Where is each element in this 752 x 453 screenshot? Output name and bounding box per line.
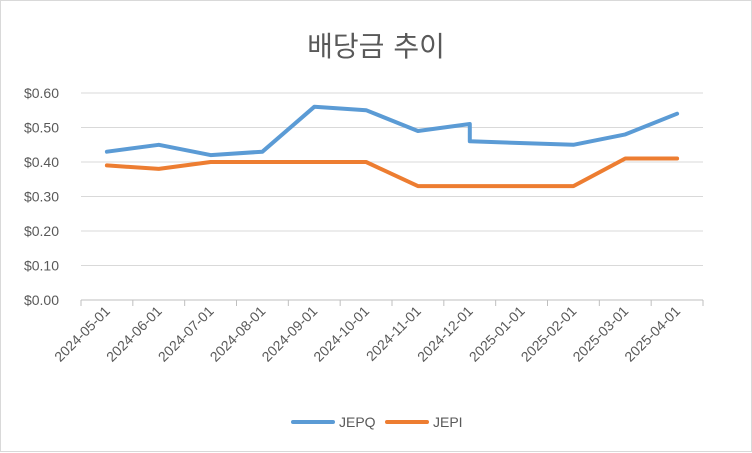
x-tick-label: 2024-10-01 <box>310 303 372 365</box>
x-tick-label: 2025-04-01 <box>621 303 683 365</box>
y-tick-label: $0.00 <box>24 292 59 308</box>
y-tick-label: $0.30 <box>24 189 59 205</box>
series-line-jepi <box>104 156 680 189</box>
y-tick-label: $0.20 <box>24 223 59 239</box>
y-tick-label: $0.60 <box>24 85 59 101</box>
series-line-jepq <box>104 104 680 158</box>
y-tick-label: $0.10 <box>24 258 59 274</box>
chart-title: 배당금 추이 <box>307 30 445 63</box>
y-tick-label: $0.50 <box>24 120 59 136</box>
y-tick-label: $0.40 <box>24 154 59 170</box>
legend-label-jepq: JEPQ <box>339 414 376 430</box>
legend-label-jepi: JEPI <box>433 414 463 430</box>
